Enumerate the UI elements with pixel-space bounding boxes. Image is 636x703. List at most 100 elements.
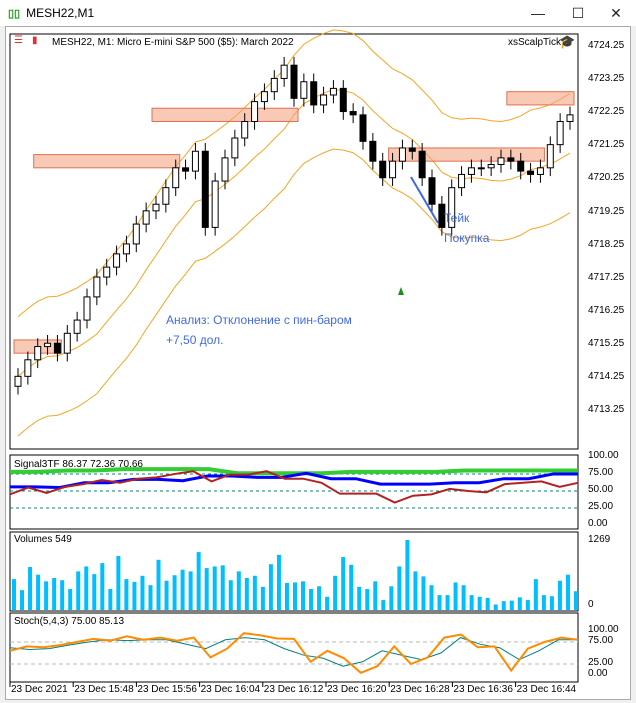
signal-tick: 0.00 [588, 518, 608, 529]
signal-red-line [9, 470, 579, 504]
volume-bar [204, 568, 209, 610]
volume-bar [124, 579, 129, 610]
candle-body [24, 359, 32, 377]
volume-bar [389, 586, 394, 610]
save-template-icon[interactable]: ▮ [32, 35, 38, 46]
candle-body [14, 375, 22, 387]
price-tick: 4717.25 [588, 271, 625, 283]
price-tick: 4713.25 [588, 404, 625, 416]
volume-bar [477, 596, 482, 610]
window-title: MESH22,M1 [26, 6, 95, 20]
candle-body [142, 210, 150, 225]
volume-bar [156, 559, 161, 610]
signal-green-line [10, 467, 578, 476]
volume-bar [325, 596, 330, 610]
volume-bar [365, 589, 370, 610]
volume-bar [397, 566, 402, 610]
candle-body [44, 342, 52, 348]
volume-bar [228, 580, 233, 610]
close-button[interactable]: ✕ [610, 5, 622, 21]
price-tick: 4724.25 [588, 40, 625, 51]
volume-bar [437, 595, 442, 610]
time-tick: 23 Dec 16:36 [453, 684, 513, 695]
volume-bar [517, 597, 522, 610]
volume-bar [429, 585, 434, 610]
object-list-icon[interactable]: ☰ [14, 35, 23, 46]
candle-body [556, 120, 564, 146]
candle-body [182, 167, 190, 172]
volume-bar [252, 575, 257, 610]
candle-body [162, 187, 170, 205]
volume-bar [180, 569, 185, 610]
volume-bar [164, 580, 169, 610]
price-tick: 4718.25 [588, 238, 625, 250]
candle-body [566, 114, 574, 122]
level-zone [151, 107, 299, 122]
volumes-label: Volumes 549 [14, 534, 72, 545]
volume-bar [549, 596, 554, 610]
candle-body [201, 150, 209, 228]
price-tick: 4720.25 [588, 172, 625, 184]
volume-bar [60, 580, 65, 610]
time-tick: 23 Dec 16:20 [327, 684, 387, 695]
candle-body [349, 111, 357, 116]
time-tick: 23 Dec 15:48 [74, 684, 134, 695]
candle-body [270, 77, 278, 93]
volume-bar [509, 600, 514, 610]
annotation-arrow [410, 176, 439, 224]
level-zone [388, 147, 545, 162]
signal-label: Signal3TF 86.37 72.36 70.66 [14, 459, 143, 470]
candle-body [517, 160, 525, 172]
candle-body [497, 157, 505, 166]
candle-body [63, 332, 71, 354]
candle-body [290, 64, 298, 99]
level-zone [506, 91, 575, 106]
volume-bar [132, 581, 137, 610]
volume-bar [20, 590, 25, 610]
buy-signal-arrow-icon [398, 287, 404, 295]
volume-bar [493, 604, 498, 610]
candle-body [527, 170, 535, 175]
volume-bar [333, 575, 338, 610]
chart-candles-icon: ▯▯ [8, 7, 21, 20]
time-tick: 23 Dec 15:56 [137, 684, 197, 695]
candle-body [260, 91, 268, 103]
chart-window[interactable]: ☰ ▮ MESH22, M1: Micro E-mini S&P 500 ($5… [5, 26, 631, 700]
volume-bar [381, 600, 386, 610]
candle-body [487, 164, 495, 169]
candle-body [389, 160, 397, 179]
candle-body [418, 150, 426, 179]
volume-bar [148, 585, 153, 610]
stoch-main-line [9, 632, 579, 674]
volume-bar [28, 566, 33, 610]
chart-header: MESH22, M1: Micro E-mini S&P 500 ($5): M… [52, 37, 294, 48]
volume-bar [445, 595, 450, 610]
bollinger-band-2 [17, 29, 571, 318]
time-tick: 23 Dec 16:12 [263, 684, 324, 695]
annotation-buy: Покупка [444, 231, 490, 245]
candle-body [379, 160, 387, 179]
time-tick: 23 Dec 16:44 [516, 684, 577, 695]
volume-bar [293, 582, 297, 610]
candle-body [53, 342, 61, 354]
minimize-button[interactable]: — [531, 5, 545, 21]
candle-body [359, 114, 367, 142]
maximize-button[interactable]: ☐ [571, 5, 585, 21]
candle-body [300, 81, 308, 99]
volume-bar [108, 589, 113, 610]
volume-bar [260, 586, 265, 610]
candle-body [172, 167, 180, 189]
volume-bar [244, 578, 249, 610]
volume-bar [268, 564, 273, 610]
price-tick: 4714.25 [588, 371, 625, 382]
time-tick: 23 Dec 16:28 [390, 684, 450, 695]
volume-bar [469, 595, 474, 610]
volume-bar [525, 600, 530, 610]
volume-bar [220, 565, 225, 610]
candle-body [546, 144, 554, 169]
panel-frame-3 [9, 612, 579, 683]
price-tick: 4722.25 [588, 106, 625, 118]
panel-frame-1 [9, 454, 579, 530]
chart-canvas[interactable] [6, 27, 632, 701]
volume-bar [565, 574, 570, 610]
